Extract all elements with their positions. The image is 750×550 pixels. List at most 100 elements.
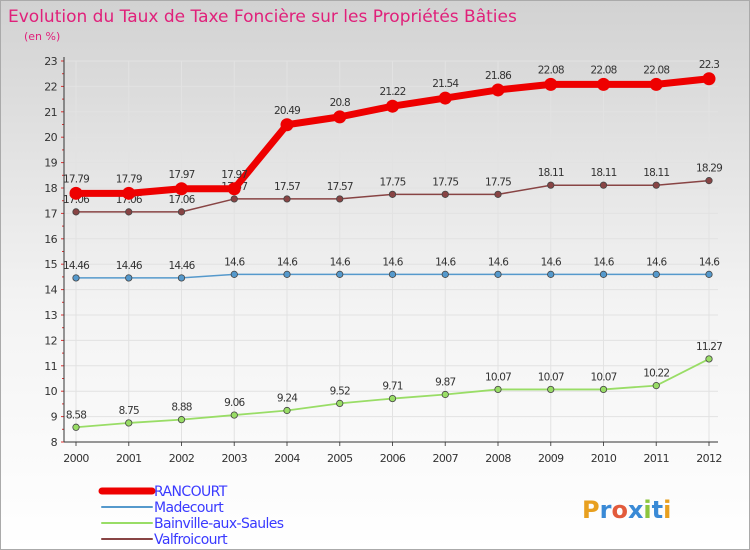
legend-label: Madecourt	[154, 500, 224, 516]
data-label: 10.22	[643, 368, 669, 380]
data-label: 9.52	[330, 385, 350, 397]
data-label: 14.46	[63, 260, 90, 272]
data-label: 22.08	[538, 64, 564, 76]
data-point	[283, 270, 291, 278]
x-tick-label: 2003	[221, 452, 247, 465]
data-point	[177, 416, 186, 424]
y-tick-label: 17	[44, 207, 57, 220]
legend: RANCOURTMadecourtBainville-aux-SaulesVal…	[98, 484, 284, 548]
data-label: 14.6	[435, 256, 456, 268]
legend-item: Valfroicourt	[101, 532, 229, 548]
legend-label: Valfroicourt	[154, 532, 228, 548]
data-label: 18.11	[590, 167, 616, 179]
data-label: 14.6	[593, 256, 614, 268]
data-point	[386, 99, 399, 113]
data-label: 18.29	[696, 163, 722, 175]
series-bainville-aux-saules: 8.58 8.75 8.88 9.06 9.24 9.52 9.71 9.87 10.07 10.…	[66, 341, 723, 431]
data-point	[441, 390, 449, 399]
legend-item: Bainville-aux-Saules	[101, 516, 284, 532]
data-point	[280, 118, 294, 132]
data-label: 22.08	[590, 64, 616, 76]
data-label: 14.6	[382, 256, 403, 268]
data-label: 8.58	[66, 409, 86, 421]
x-tick-label: 2004	[274, 452, 300, 465]
proxiti-logo: Proxiti	[582, 496, 671, 524]
data-point	[441, 270, 449, 278]
data-point	[388, 394, 397, 403]
data-point	[438, 91, 452, 105]
data-point	[652, 181, 660, 189]
data-point	[441, 190, 449, 198]
data-label: 10.07	[590, 371, 616, 383]
data-label: 9.24	[277, 393, 298, 405]
data-label: 21.54	[432, 78, 459, 90]
x-tick-label: 2009	[538, 452, 564, 465]
data-label: 14.6	[330, 256, 351, 268]
data-point	[72, 423, 80, 431]
x-tick-label: 2000	[63, 452, 89, 465]
data-point	[227, 182, 241, 196]
data-point	[702, 72, 716, 86]
chart-subtitle: (en %)	[24, 30, 60, 43]
data-label: 9.87	[435, 377, 455, 389]
logo-text: Proxiti	[582, 496, 671, 524]
y-tick-label: 8	[51, 436, 58, 449]
data-point	[125, 274, 133, 282]
data-label: 14.6	[541, 256, 562, 268]
data-label: 21.86	[485, 70, 512, 82]
data-label: 17.06	[116, 194, 143, 206]
axes: 8 9 10 11 12 13 14 15 16 17 18 19 20 21 22 23 2000 2001 20…	[44, 55, 722, 465]
data-label: 11.27	[696, 341, 722, 353]
data-point	[599, 385, 608, 394]
logo-letter: r	[600, 496, 612, 524]
data-point	[336, 195, 344, 203]
logo-letter: x	[628, 496, 644, 524]
legend-label: Bainville-aux-Saules	[154, 516, 284, 532]
data-point	[599, 181, 608, 189]
y-tick-label: 13	[44, 309, 57, 322]
logo-letter: o	[611, 496, 628, 524]
data-point	[705, 270, 713, 278]
data-label: 17.06	[63, 194, 90, 206]
data-point	[333, 110, 347, 124]
data-label: 18.11	[538, 167, 564, 179]
x-tick-label: 2011	[643, 452, 669, 465]
data-point	[652, 270, 660, 278]
data-point	[177, 274, 186, 282]
data-label: 8.75	[119, 405, 139, 417]
x-tick-label: 2002	[169, 452, 195, 465]
data-label: 17.75	[379, 176, 405, 188]
x-tick-label: 2006	[380, 452, 406, 465]
data-label: 14.46	[168, 260, 195, 272]
y-tick-label: 9	[51, 411, 58, 424]
series-rancourt: 17.79 17.79 17.97 17.97 20.49 20.8 21.22 21.54 2…	[63, 59, 720, 200]
x-tick-label: 2008	[485, 452, 511, 465]
data-label: 9.06	[224, 397, 245, 409]
y-tick-label: 14	[44, 284, 57, 297]
data-point	[283, 406, 291, 415]
data-point	[125, 419, 133, 427]
y-tick-label: 23	[44, 55, 57, 68]
data-label: 17.57	[274, 181, 300, 193]
data-label: 22.08	[643, 64, 669, 76]
data-point	[336, 270, 344, 278]
data-point	[494, 190, 502, 198]
data-label: 20.8	[330, 97, 350, 109]
data-point	[122, 186, 136, 200]
series-valfroicourt: 17.0617.0617.0617.5717.5717.5717.7517.75…	[63, 163, 723, 216]
y-tick-label: 19	[44, 157, 57, 170]
data-label: 22.3	[699, 59, 719, 71]
data-point	[230, 195, 238, 203]
data-label: 14.6	[699, 256, 720, 268]
data-point	[388, 270, 397, 278]
y-tick-label: 12	[44, 334, 57, 347]
y-tick-label: 22	[44, 80, 57, 93]
data-label: 9.71	[382, 381, 402, 393]
data-label: 10.07	[485, 371, 511, 383]
data-point	[652, 382, 660, 390]
data-label: 17.97	[221, 169, 247, 181]
y-tick-label: 18	[44, 182, 57, 195]
data-point	[125, 208, 133, 216]
data-point	[69, 186, 83, 200]
